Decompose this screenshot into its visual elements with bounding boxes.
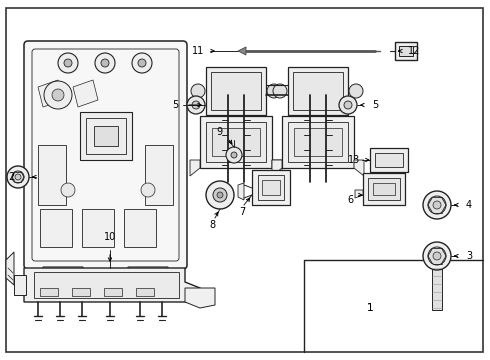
Polygon shape	[128, 267, 168, 293]
Bar	[14, 275, 26, 295]
Circle shape	[213, 188, 227, 202]
Circle shape	[141, 183, 155, 197]
Bar	[432, 258, 442, 310]
Text: 9: 9	[216, 127, 222, 137]
Bar	[124, 209, 156, 247]
Bar	[294, 128, 342, 156]
Bar	[34, 272, 179, 298]
Circle shape	[433, 201, 441, 209]
Text: 3: 3	[466, 251, 472, 261]
Circle shape	[95, 53, 115, 73]
Bar	[373, 183, 395, 195]
Circle shape	[64, 59, 72, 67]
Bar	[38, 145, 66, 205]
Bar	[212, 128, 260, 156]
Bar	[206, 122, 266, 162]
Bar	[40, 288, 58, 296]
Bar	[40, 209, 72, 247]
Bar	[86, 118, 126, 154]
Circle shape	[433, 252, 441, 260]
Bar	[262, 180, 280, 195]
Bar	[145, 145, 173, 205]
Bar	[200, 116, 272, 168]
Polygon shape	[24, 268, 200, 302]
Circle shape	[132, 53, 152, 73]
Text: 11: 11	[192, 46, 204, 56]
Circle shape	[428, 196, 446, 214]
Bar	[375, 153, 403, 167]
Circle shape	[217, 192, 223, 198]
Text: 2: 2	[8, 172, 14, 182]
Bar	[258, 175, 284, 200]
Polygon shape	[73, 80, 98, 107]
Polygon shape	[38, 80, 63, 107]
Circle shape	[423, 191, 451, 219]
Polygon shape	[190, 160, 200, 176]
Bar	[72, 288, 90, 296]
Bar	[368, 178, 400, 200]
Text: 1: 1	[367, 303, 373, 313]
Circle shape	[101, 59, 109, 67]
Bar	[252, 170, 290, 205]
Bar	[370, 148, 408, 172]
Circle shape	[61, 183, 75, 197]
Circle shape	[12, 171, 24, 183]
Polygon shape	[272, 160, 282, 176]
Text: 1: 1	[367, 303, 373, 313]
Polygon shape	[238, 47, 246, 55]
Bar	[282, 116, 354, 168]
Circle shape	[206, 181, 234, 209]
Bar	[136, 288, 154, 296]
Circle shape	[44, 81, 72, 109]
Bar	[288, 67, 348, 115]
Text: 8: 8	[209, 220, 215, 230]
Circle shape	[267, 84, 281, 98]
Circle shape	[423, 242, 451, 270]
Circle shape	[15, 174, 21, 180]
Circle shape	[231, 152, 237, 158]
Polygon shape	[238, 183, 244, 200]
Bar	[211, 72, 261, 110]
Bar	[293, 72, 343, 110]
Text: 7: 7	[239, 207, 245, 217]
Circle shape	[273, 84, 287, 98]
Circle shape	[192, 101, 200, 109]
Bar	[94, 126, 118, 146]
Bar	[363, 173, 405, 205]
Text: 10: 10	[104, 232, 116, 242]
Text: 5: 5	[172, 100, 178, 110]
Polygon shape	[43, 267, 83, 297]
Bar	[288, 122, 348, 162]
Bar	[83, 269, 128, 285]
Circle shape	[187, 96, 205, 114]
Circle shape	[191, 84, 205, 98]
Circle shape	[226, 147, 242, 163]
Circle shape	[138, 59, 146, 67]
FancyBboxPatch shape	[24, 41, 187, 269]
Text: 5: 5	[372, 100, 378, 110]
Bar	[80, 112, 132, 160]
Polygon shape	[354, 160, 364, 176]
Text: 6: 6	[348, 195, 354, 205]
Circle shape	[58, 53, 78, 73]
Text: 13: 13	[348, 155, 360, 165]
Polygon shape	[185, 288, 215, 308]
Circle shape	[428, 247, 446, 265]
Text: 12: 12	[408, 46, 420, 56]
Bar	[104, 288, 122, 296]
Bar	[82, 209, 114, 247]
Polygon shape	[272, 160, 282, 176]
Circle shape	[52, 89, 64, 101]
Circle shape	[339, 96, 357, 114]
Bar	[206, 67, 266, 115]
Bar	[395, 42, 417, 60]
Circle shape	[349, 84, 363, 98]
FancyBboxPatch shape	[32, 49, 179, 261]
Circle shape	[7, 166, 29, 188]
Bar	[399, 46, 413, 56]
Circle shape	[344, 101, 352, 109]
Text: 4: 4	[466, 200, 472, 210]
Polygon shape	[6, 252, 14, 285]
Polygon shape	[355, 190, 363, 198]
